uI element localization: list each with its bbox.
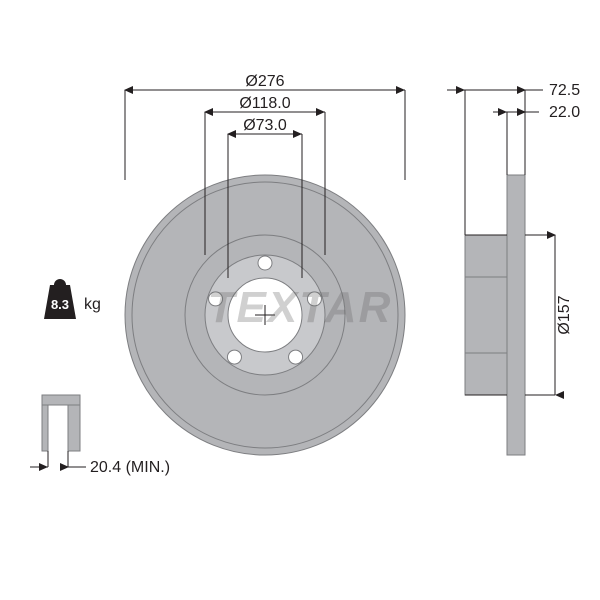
dim-outer-dia: Ø276	[245, 73, 284, 90]
dim-hub-dia: Ø157	[556, 295, 573, 334]
dim-overall-depth: 72.5	[549, 82, 580, 99]
bolt-hole	[258, 256, 272, 270]
bolt-hole	[227, 350, 241, 364]
dim-min-thickness: 20.4 (MIN.)	[90, 459, 170, 476]
weight-unit: kg	[84, 296, 101, 313]
side-view	[465, 175, 525, 455]
bolt-hole	[289, 350, 303, 364]
side-hub	[465, 235, 507, 395]
watermark: TEXTAR	[208, 283, 393, 332]
side-face	[507, 175, 525, 455]
dim-face-thickness: 22.0	[549, 104, 580, 121]
dim-center-bore: Ø73.0	[243, 117, 287, 134]
min-thickness-gauge	[30, 395, 86, 467]
weight-value: 8.3	[51, 297, 69, 312]
weight-icon: 8.3	[44, 279, 76, 319]
dim-pcd: Ø118.0	[239, 95, 290, 112]
